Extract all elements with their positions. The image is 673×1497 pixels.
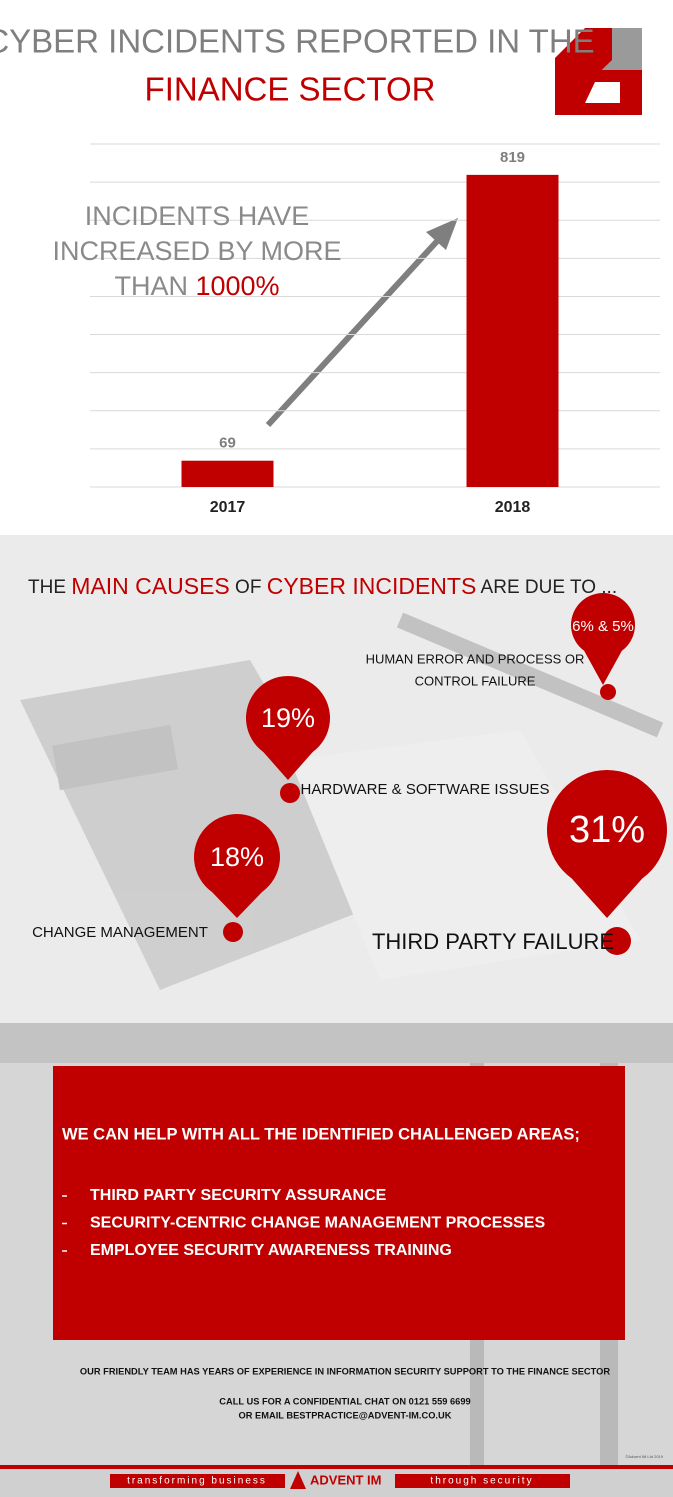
causes-title-part: OF	[235, 577, 261, 598]
pin-dot	[603, 927, 631, 955]
annotation-highlight: 1000%	[195, 271, 279, 301]
footer-band	[395, 1474, 570, 1488]
causes-title-part: THE	[28, 577, 66, 598]
causes-title: THE MAIN CAUSES OF CYBER INCIDENTS ARE D…	[28, 573, 617, 599]
title-highlight: FINANCE SECTOR	[145, 71, 436, 108]
pin-share: 18%	[210, 842, 264, 872]
logo	[555, 28, 642, 115]
cause-label: CONTROL FAILURE	[415, 673, 536, 688]
pin-dot	[600, 684, 616, 700]
help-box	[53, 1066, 625, 1340]
x-tick-label: 2017	[210, 499, 246, 516]
footer-band	[110, 1474, 285, 1488]
footer-left: transforming business	[127, 1476, 267, 1487]
pin	[246, 676, 331, 780]
pin-share: 19%	[261, 703, 315, 733]
title-line: CYBER INCIDENTS REPORTED IN THE	[0, 23, 595, 60]
help-heading: WE CAN HELP WITH ALL THE IDENTIFIED CHAL…	[62, 1125, 580, 1143]
causes-background	[0, 535, 673, 1023]
help-item: EMPLOYEE SECURITY AWARENESS TRAINING	[90, 1242, 452, 1259]
annotation: THAN 1000%	[114, 271, 279, 301]
contact-phone: CALL US FOR A CONFIDENTIAL CHAT ON 0121 …	[219, 1396, 470, 1406]
bar	[181, 460, 274, 487]
causes-title-part: ARE DUE TO ...	[481, 577, 618, 598]
pin-share: 31%	[569, 809, 645, 851]
footer-right: through security	[430, 1476, 533, 1487]
annotation-text: INCREASED BY MORE	[52, 236, 341, 266]
footer-logo	[290, 1471, 306, 1489]
annotation-text: THAN	[114, 271, 188, 301]
pin	[194, 814, 280, 918]
annotation: INCREASED BY MORE	[52, 236, 341, 266]
cause-label: THIRD PARTY FAILURE	[372, 929, 614, 954]
value-label: 819	[500, 149, 525, 166]
contact-intro: OUR FRIENDLY TEAM HAS YEARS OF EXPERIENC…	[80, 1366, 610, 1376]
pin-dot	[280, 783, 300, 803]
causes-title-part: MAIN CAUSES	[71, 573, 229, 599]
contact-email: OR EMAIL BESTPRACTICE@ADVENT-IM.CO.UK	[239, 1410, 452, 1420]
bar	[466, 174, 559, 487]
pin-share: 6% & 5%	[572, 618, 634, 635]
copyright: ©Advent IM Ltd 2019	[625, 1454, 663, 1459]
annotation: INCIDENTS HAVE	[85, 201, 310, 231]
footer-stripe	[0, 1465, 673, 1469]
value-label: 69	[219, 435, 236, 452]
cause-label: CHANGE MANAGEMENT	[32, 924, 208, 941]
cause-label: HUMAN ERROR AND PROCESS OR	[366, 651, 585, 666]
cause-label: HARDWARE & SOFTWARE ISSUES	[301, 781, 550, 798]
help-item: SECURITY-CENTRIC CHANGE MANAGEMENT PROCE…	[90, 1215, 545, 1232]
annotation-text: INCIDENTS HAVE	[85, 201, 310, 231]
pin	[571, 593, 635, 685]
footer-brand: ADVENT IM	[310, 1472, 382, 1487]
causes-title-part: CYBER INCIDENTS	[267, 573, 477, 599]
pin-dot	[223, 922, 243, 942]
trend-arrow	[265, 235, 443, 428]
pin	[547, 770, 667, 918]
trend-arrow-head	[426, 218, 458, 250]
help-item: THIRD PARTY SECURITY ASSURANCE	[90, 1187, 387, 1204]
x-tick-label: 2018	[495, 499, 531, 516]
